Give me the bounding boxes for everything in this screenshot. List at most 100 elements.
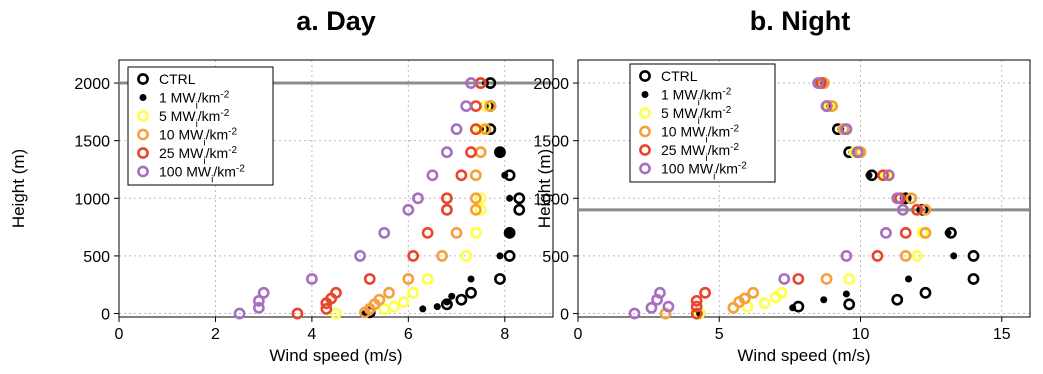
data-point	[871, 250, 884, 262]
legend-label: 100 MWi/km-2	[159, 163, 245, 185]
data-point	[455, 293, 468, 306]
data-point	[474, 192, 487, 205]
data-point	[407, 250, 420, 262]
series-6	[628, 77, 909, 320]
data-point	[378, 226, 391, 239]
data-point	[840, 250, 853, 262]
data-point	[503, 226, 516, 239]
legend-marker	[639, 70, 651, 82]
legend: CTRL 1 MWi/km-25 MWi/km-210 MWi/km-225 MW…	[127, 66, 274, 186]
data-point	[421, 273, 434, 285]
data-point	[690, 294, 703, 307]
data-point	[842, 290, 850, 298]
y-tick-label: 0	[560, 307, 569, 324]
legend-marker	[639, 144, 651, 156]
y-axis-label: Height (m)	[535, 149, 554, 228]
data-point	[433, 303, 441, 311]
data-point	[412, 192, 424, 205]
data-point	[747, 286, 760, 299]
data-point	[469, 192, 482, 205]
data-point	[465, 146, 477, 159]
legend-label: CTRL	[661, 68, 698, 84]
data-point	[496, 148, 504, 156]
x-tick-label: 8	[500, 326, 509, 343]
data-point	[448, 292, 456, 300]
data-point	[441, 203, 453, 216]
data-point	[469, 169, 482, 182]
chart-title: a. Day	[296, 6, 376, 36]
data-point	[233, 307, 246, 320]
x-tick-label: 15	[993, 326, 1011, 343]
data-point	[330, 307, 342, 320]
data-point	[501, 171, 509, 179]
x-tick-label: 0	[115, 326, 124, 343]
data-point	[699, 286, 712, 299]
data-point	[469, 123, 482, 136]
data-point	[506, 229, 514, 237]
data-point	[474, 146, 487, 159]
data-point	[967, 250, 980, 262]
data-point	[373, 293, 386, 306]
data-point	[851, 146, 864, 159]
data-point	[843, 273, 856, 285]
data-point	[402, 273, 415, 285]
data-point	[899, 250, 912, 262]
data-point	[320, 303, 333, 315]
data-point	[738, 292, 751, 305]
data-point	[944, 229, 952, 237]
data-point	[812, 77, 825, 89]
data-point	[899, 226, 912, 239]
data-point	[843, 298, 856, 311]
data-point	[455, 169, 468, 182]
data-point	[690, 307, 703, 320]
x-tick-label: 4	[307, 326, 316, 343]
data-point	[820, 296, 828, 304]
y-tick-label: 1000	[74, 191, 110, 208]
data-point	[460, 100, 473, 112]
legend-label: 10 MWi/km-2	[661, 123, 739, 145]
legend-marker	[137, 110, 149, 122]
legend-label: CTRL	[159, 71, 196, 87]
chart-title: b. Night	[750, 6, 850, 36]
legend-label: 5 MWi/km-2	[159, 108, 230, 130]
data-point	[441, 192, 453, 205]
x-tick-label: 5	[715, 326, 724, 343]
legend-label: 10 MWi/km-2	[159, 126, 237, 148]
data-point	[919, 286, 932, 299]
data-point	[662, 300, 675, 313]
data-point	[496, 252, 504, 260]
legend-marker	[137, 73, 149, 85]
data-point	[506, 194, 514, 202]
data-point	[967, 273, 980, 285]
data-point	[792, 273, 805, 285]
data-point	[474, 123, 487, 136]
data-point	[911, 250, 923, 262]
legend-marker	[137, 128, 149, 141]
data-point	[891, 293, 904, 306]
data-point	[450, 226, 463, 239]
data-point	[826, 100, 839, 112]
data-point	[330, 286, 342, 299]
data-point	[257, 286, 270, 299]
y-tick-label: 500	[83, 249, 110, 266]
data-point	[387, 300, 400, 313]
data-point	[467, 275, 475, 283]
data-point	[865, 171, 873, 179]
chart-panel-2: b. Night 0 5 10 15 0 500 1000 1500 2000 Wind speed…	[533, 6, 1031, 365]
series-2	[361, 79, 514, 318]
y-tick-label: 500	[542, 249, 569, 266]
data-point	[919, 226, 932, 239]
legend-marker	[639, 125, 651, 138]
y-tick-label: 2000	[533, 76, 569, 93]
data-point	[911, 203, 923, 216]
x-tick-label: 10	[852, 326, 870, 343]
data-point	[882, 169, 895, 182]
data-point	[441, 146, 453, 159]
data-point	[460, 250, 473, 262]
data-point	[775, 286, 788, 299]
data-point	[305, 273, 318, 285]
data-point	[513, 203, 526, 216]
legend-marker	[137, 147, 149, 159]
data-point	[252, 301, 265, 314]
data-point	[474, 203, 487, 216]
